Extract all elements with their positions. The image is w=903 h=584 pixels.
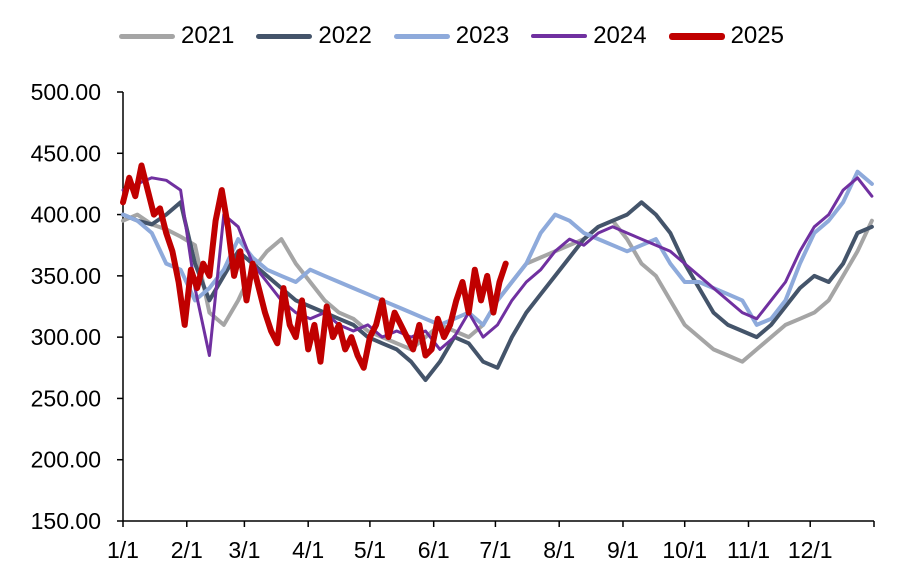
legend-swatch xyxy=(668,32,725,40)
legend-label: 2023 xyxy=(455,22,510,49)
x-tick-label: 10/1 xyxy=(662,537,707,563)
legend-label: 2025 xyxy=(730,22,784,49)
y-tick-label: 450.00 xyxy=(31,140,101,166)
y-tick-label: 400.00 xyxy=(31,202,101,228)
legend-label: 2024 xyxy=(593,22,647,49)
y-tick-label: 500.00 xyxy=(31,79,101,105)
x-tick-label: 8/1 xyxy=(543,537,575,563)
legend-item-2021: 2021 xyxy=(119,22,234,50)
x-tick-label: 1/1 xyxy=(107,537,139,563)
series-line-2024 xyxy=(121,176,874,357)
series-line-2025 xyxy=(120,162,509,371)
legend-label: 2022 xyxy=(318,22,372,49)
x-tick-label: 2/1 xyxy=(171,537,203,563)
legend-item-2025: 2025 xyxy=(668,22,784,50)
legend-item-2022: 2022 xyxy=(256,22,372,50)
x-tick-label: 6/1 xyxy=(418,537,450,563)
legend-swatch xyxy=(256,33,313,39)
legend-item-2023: 2023 xyxy=(393,22,510,50)
x-tick-label: 9/1 xyxy=(607,537,639,563)
legend-item-2024: 2024 xyxy=(531,22,647,50)
y-tick-label: 250.00 xyxy=(31,385,101,411)
x-tick-label: 12/1 xyxy=(788,537,833,563)
chart-legend: 2021 2022 2023 2024 2025 xyxy=(0,22,903,50)
y-tick-label: 300.00 xyxy=(31,324,101,350)
legend-swatch xyxy=(531,34,588,38)
y-tick-label: 350.00 xyxy=(31,263,101,289)
legend-swatch xyxy=(119,33,176,39)
x-tick-label: 4/1 xyxy=(292,537,324,563)
series-line-2022 xyxy=(121,200,874,382)
y-tick-label: 150.00 xyxy=(31,508,101,534)
legend-swatch xyxy=(393,33,450,39)
y-tick-label: 200.00 xyxy=(31,447,101,473)
x-tick-label: 7/1 xyxy=(479,537,511,563)
x-tick-label: 3/1 xyxy=(228,537,260,563)
x-tick-label: 11/1 xyxy=(727,537,770,563)
legend-label: 2021 xyxy=(181,22,235,49)
x-tick-label: 5/1 xyxy=(354,537,386,563)
